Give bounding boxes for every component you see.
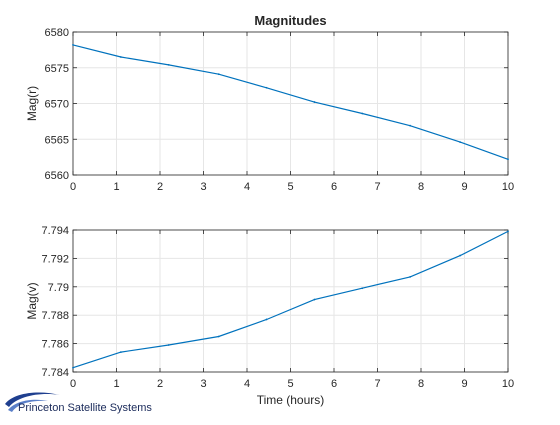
data-point xyxy=(459,254,462,257)
x-tick-label: 5 xyxy=(287,181,293,193)
x-tick-label: 6 xyxy=(331,378,337,390)
x-tick-label: 8 xyxy=(418,181,424,193)
y-axis-label: Mag(v) xyxy=(25,282,39,319)
data-point xyxy=(119,351,122,354)
axes-bottom: 0 1 2 3 4 5 6 7 8 9 10 7.784 7.786 7.788 7.79 7.792 7.79… xyxy=(25,225,514,407)
data-point xyxy=(409,124,412,127)
data-point xyxy=(313,298,316,301)
logo-swoosh-inner-icon xyxy=(8,399,48,412)
series-line xyxy=(72,44,509,160)
x-tick-label: 10 xyxy=(502,181,514,193)
y-axis-label: Mag(r) xyxy=(25,86,39,121)
y-tick-label: 7.788 xyxy=(41,310,69,322)
x-tick-label: 3 xyxy=(200,181,206,193)
axes-top: 0 1 2 3 4 5 6 7 8 9 10 6560 6565 6570 6575 6580 Magnitud… xyxy=(25,13,514,193)
x-tick-label: 7 xyxy=(374,181,380,193)
y-tick-label: 6560 xyxy=(45,170,69,182)
y-tick-label: 6575 xyxy=(45,63,69,75)
data-point xyxy=(361,287,364,290)
x-tick-label: 0 xyxy=(70,378,76,390)
logo: Princeton Satellite Systems xyxy=(5,392,152,414)
data-point xyxy=(507,158,509,161)
data-point xyxy=(167,63,170,66)
y-tick-label: 7.794 xyxy=(41,225,69,237)
x-tick-label: 1 xyxy=(113,378,119,390)
y-tick-label: 7.79 xyxy=(48,282,69,294)
x-tick-label: 1 xyxy=(113,181,119,193)
x-tick-label: 9 xyxy=(461,378,467,390)
y-tick-label: 7.786 xyxy=(41,339,69,351)
x-tick-label: 8 xyxy=(418,378,424,390)
logo-swoosh-icon xyxy=(5,392,60,407)
data-point xyxy=(507,230,509,233)
y-tick-label: 6580 xyxy=(45,27,69,39)
data-point xyxy=(313,101,316,103)
data-point xyxy=(72,366,74,369)
x-tick-label: 3 xyxy=(200,378,206,390)
data-point xyxy=(72,43,74,46)
y-tick-label: 7.792 xyxy=(41,253,69,265)
data-point xyxy=(217,73,220,76)
x-tick-label: 6 xyxy=(331,181,337,193)
data-point xyxy=(459,141,462,144)
data-point xyxy=(217,335,220,338)
x-tick-label: 4 xyxy=(244,181,250,193)
data-point xyxy=(167,344,170,346)
data-point xyxy=(361,112,364,115)
x-axis-label: Time (hours) xyxy=(257,393,325,407)
data-point xyxy=(265,318,268,321)
x-tick-label: 4 xyxy=(244,378,250,390)
x-tick-label: 10 xyxy=(502,378,514,390)
x-tick-label: 5 xyxy=(287,378,293,390)
y-tick-label: 7.784 xyxy=(41,367,69,379)
chart-title: Magnitudes xyxy=(254,13,326,28)
data-point xyxy=(265,86,268,89)
x-tick-label: 2 xyxy=(157,181,163,193)
x-tick-label: 0 xyxy=(70,181,76,193)
data-point xyxy=(409,275,412,278)
data-point xyxy=(119,56,122,58)
x-tick-label: 9 xyxy=(461,181,467,193)
series-line xyxy=(72,230,509,369)
x-tick-label: 7 xyxy=(374,378,380,390)
logo-text: Princeton Satellite Systems xyxy=(18,402,152,414)
x-tick-label: 2 xyxy=(157,378,163,390)
y-tick-label: 6565 xyxy=(45,134,69,146)
y-tick-label: 6570 xyxy=(45,99,69,111)
